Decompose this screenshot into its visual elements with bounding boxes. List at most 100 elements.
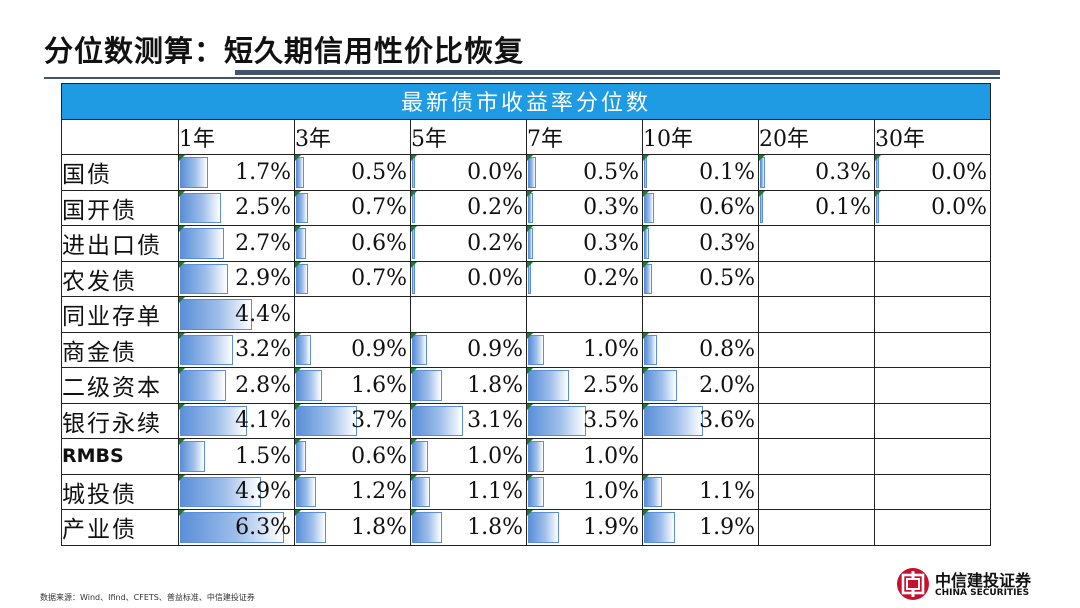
row-label: 产业债: [61, 509, 179, 546]
column-header-row: 1年 3年 5年 7年 10年 20年 30年: [61, 118, 991, 155]
value-cell: [874, 402, 991, 439]
data-bar: [412, 370, 442, 401]
table-header-band: 最新债市收益率分位数: [61, 83, 991, 120]
cell-indicator-icon: [643, 190, 649, 197]
cell-indicator-icon: [643, 332, 649, 339]
cell-indicator-icon: [295, 226, 301, 232]
data-bar: [180, 263, 228, 294]
table-row: 国开债 2.5% 0.7% 0.2% 0.3% 0.6% 0.1% 0.0%: [61, 189, 991, 226]
data-bar: [876, 192, 880, 223]
cell-value: 0.3%: [815, 159, 871, 185]
data-bar: [296, 512, 326, 543]
cell-indicator-icon: [411, 510, 417, 516]
cell-indicator-icon: [527, 332, 533, 339]
cell-value: 0.0%: [467, 159, 523, 185]
cell-value: 3.1%: [467, 408, 523, 434]
data-bar: [644, 405, 704, 436]
table-row: 城投债 4.9% 1.2% 1.1% 1.0% 1.1%: [61, 473, 991, 510]
value-cell: 0.3%: [642, 225, 759, 262]
value-cell: 0.9%: [294, 331, 411, 368]
cell-value: 1.0%: [583, 479, 639, 505]
data-bar: [528, 476, 545, 507]
cell-value: 1.7%: [235, 159, 291, 185]
cell-indicator-icon: [527, 439, 533, 445]
cell-indicator-icon: [527, 368, 533, 374]
cell-value: 0.5%: [351, 159, 407, 185]
value-cell: [642, 296, 759, 333]
data-bar: [528, 263, 532, 294]
cell-value: 1.9%: [583, 514, 639, 540]
value-cell: [874, 473, 991, 510]
cell-indicator-icon: [875, 190, 881, 197]
cell-indicator-icon: [179, 510, 185, 516]
cell-indicator-icon: [411, 368, 417, 374]
data-bar: [644, 334, 658, 365]
table-row: 产业债 6.3% 1.8% 1.8% 1.9% 1.9%: [61, 509, 991, 546]
value-cell: 1.0%: [526, 438, 643, 475]
data-bar: [180, 192, 222, 223]
cell-value: 1.6%: [351, 372, 407, 398]
cell-value: 0.2%: [467, 230, 523, 256]
cell-value: 4.4%: [235, 301, 291, 327]
value-cell: 1.0%: [410, 438, 527, 475]
value-cell: 0.7%: [294, 260, 411, 297]
cell-indicator-icon: [179, 439, 185, 445]
cell-indicator-icon: [179, 226, 185, 232]
cell-value: 0.5%: [699, 266, 755, 292]
value-cell: 1.1%: [410, 473, 527, 510]
value-cell: [758, 438, 875, 475]
value-cell: 0.6%: [294, 225, 411, 262]
data-bar: [296, 228, 306, 259]
data-bar: [180, 370, 226, 401]
data-bar: [412, 228, 416, 259]
cell-indicator-icon: [179, 368, 185, 374]
column-header: 10年: [642, 118, 759, 155]
cell-indicator-icon: [527, 261, 533, 268]
cell-indicator-icon: [527, 190, 533, 197]
value-cell: 0.6%: [294, 438, 411, 475]
cell-indicator-icon: [527, 403, 533, 410]
cell-value: 0.9%: [467, 337, 523, 363]
data-bar: [528, 370, 570, 401]
value-cell: 0.0%: [874, 189, 991, 226]
data-bar: [760, 192, 764, 223]
page-title: 分位数测算：短久期信用性价比恢复: [44, 34, 525, 68]
data-bar: [296, 263, 308, 294]
data-bar: [644, 512, 676, 543]
value-cell: [874, 296, 991, 333]
column-header: 1年: [178, 118, 295, 155]
cell-indicator-icon: [411, 155, 417, 161]
row-label: RMBS: [61, 438, 179, 475]
value-cell: 1.9%: [526, 509, 643, 546]
value-cell: 6.3%: [178, 509, 295, 546]
data-bar: [296, 476, 316, 507]
cell-indicator-icon: [527, 226, 533, 232]
cell-value: 0.0%: [931, 195, 987, 221]
row-label: 进出口债: [61, 225, 179, 262]
cell-value: 3.5%: [583, 408, 639, 434]
cell-value: 1.9%: [699, 514, 755, 540]
data-bar: [528, 405, 586, 436]
cell-indicator-icon: [179, 190, 185, 197]
value-cell: 1.9%: [642, 509, 759, 546]
value-cell: 1.0%: [526, 473, 643, 510]
cell-value: 0.7%: [351, 266, 407, 292]
value-cell: 3.1%: [410, 402, 527, 439]
cell-indicator-icon: [411, 403, 417, 410]
value-cell: 1.8%: [410, 367, 527, 404]
data-bar: [180, 228, 225, 259]
data-bar: [644, 263, 653, 294]
table-row: 商金债 3.2% 0.9% 0.9% 1.0% 0.8%: [61, 331, 991, 368]
data-bar: [412, 157, 416, 188]
table-row: 进出口债 2.7% 0.6% 0.2% 0.3% 0.3%: [61, 225, 991, 262]
value-cell: 2.9%: [178, 260, 295, 297]
cell-value: 0.2%: [583, 266, 639, 292]
cell-indicator-icon: [527, 510, 533, 516]
cell-value: 2.0%: [699, 372, 755, 398]
value-cell: [758, 367, 875, 404]
cell-value: 0.1%: [815, 195, 871, 221]
data-bar: [644, 228, 649, 259]
value-cell: 0.0%: [874, 154, 991, 191]
value-cell: [758, 402, 875, 439]
cell-value: 1.5%: [235, 443, 291, 469]
